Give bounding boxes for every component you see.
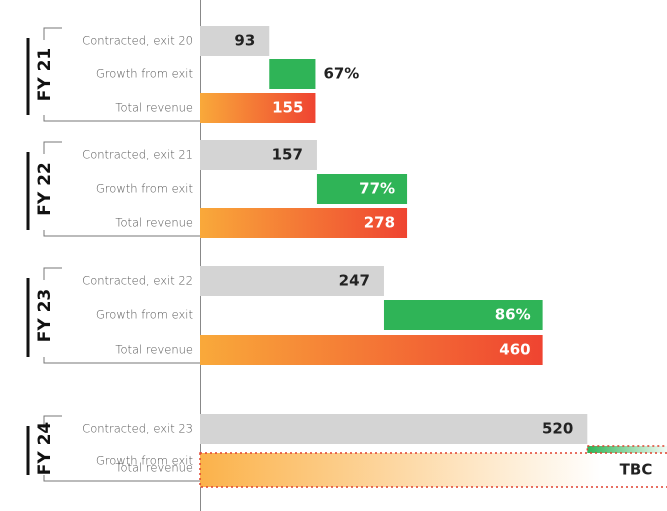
value-label: 278 bbox=[364, 214, 395, 232]
value-label: 157 bbox=[272, 146, 303, 164]
total-bar bbox=[200, 208, 408, 238]
category-label: Growth from exit bbox=[96, 308, 193, 322]
category-label: Contracted, exit 20 bbox=[82, 34, 193, 48]
category-label: Growth from exit bbox=[96, 454, 193, 468]
bracket bbox=[43, 141, 62, 154]
category-label: Growth from exit bbox=[96, 67, 193, 81]
category-label: Growth from exit bbox=[96, 182, 193, 196]
category-label: Total revenue bbox=[115, 343, 193, 357]
category-label: Contracted, exit 23 bbox=[82, 422, 193, 436]
value-label: 67% bbox=[323, 65, 359, 83]
category-label: Total revenue bbox=[115, 101, 193, 115]
group-label: FY 21 bbox=[35, 48, 55, 102]
contracted-bar bbox=[200, 140, 317, 170]
total-bar bbox=[200, 93, 316, 123]
value-label: 247 bbox=[339, 272, 370, 290]
bracket bbox=[43, 475, 200, 482]
value-label: 460 bbox=[499, 341, 530, 359]
value-label: 93 bbox=[234, 32, 255, 50]
value-label: 77% bbox=[359, 180, 395, 198]
value-label: 520 bbox=[542, 420, 573, 438]
bracket bbox=[43, 357, 200, 364]
bracket bbox=[43, 230, 200, 237]
bracket bbox=[43, 415, 62, 428]
value-label: 155 bbox=[272, 99, 303, 117]
contracted-bar bbox=[200, 414, 588, 444]
category-label: Total revenue bbox=[115, 461, 193, 475]
value-label: TBC bbox=[620, 461, 653, 479]
group-label: FY 23 bbox=[35, 289, 55, 343]
total-bar bbox=[200, 335, 543, 365]
value-label: 86% bbox=[495, 306, 531, 324]
bracket bbox=[43, 115, 200, 122]
total-pending bbox=[199, 452, 667, 488]
category-label: Total revenue bbox=[115, 216, 193, 230]
category-label: Contracted, exit 21 bbox=[82, 148, 193, 162]
bracket bbox=[43, 27, 62, 40]
growth-bar bbox=[316, 174, 408, 204]
contracted-bar bbox=[200, 266, 384, 296]
bracket bbox=[43, 267, 62, 280]
group-label: FY 22 bbox=[35, 162, 55, 216]
growth-bar bbox=[269, 59, 316, 89]
growth-bar bbox=[383, 300, 543, 330]
category-label: Contracted, exit 22 bbox=[82, 274, 193, 288]
contracted-bar bbox=[200, 26, 270, 56]
group-label: FY 24 bbox=[35, 422, 55, 476]
